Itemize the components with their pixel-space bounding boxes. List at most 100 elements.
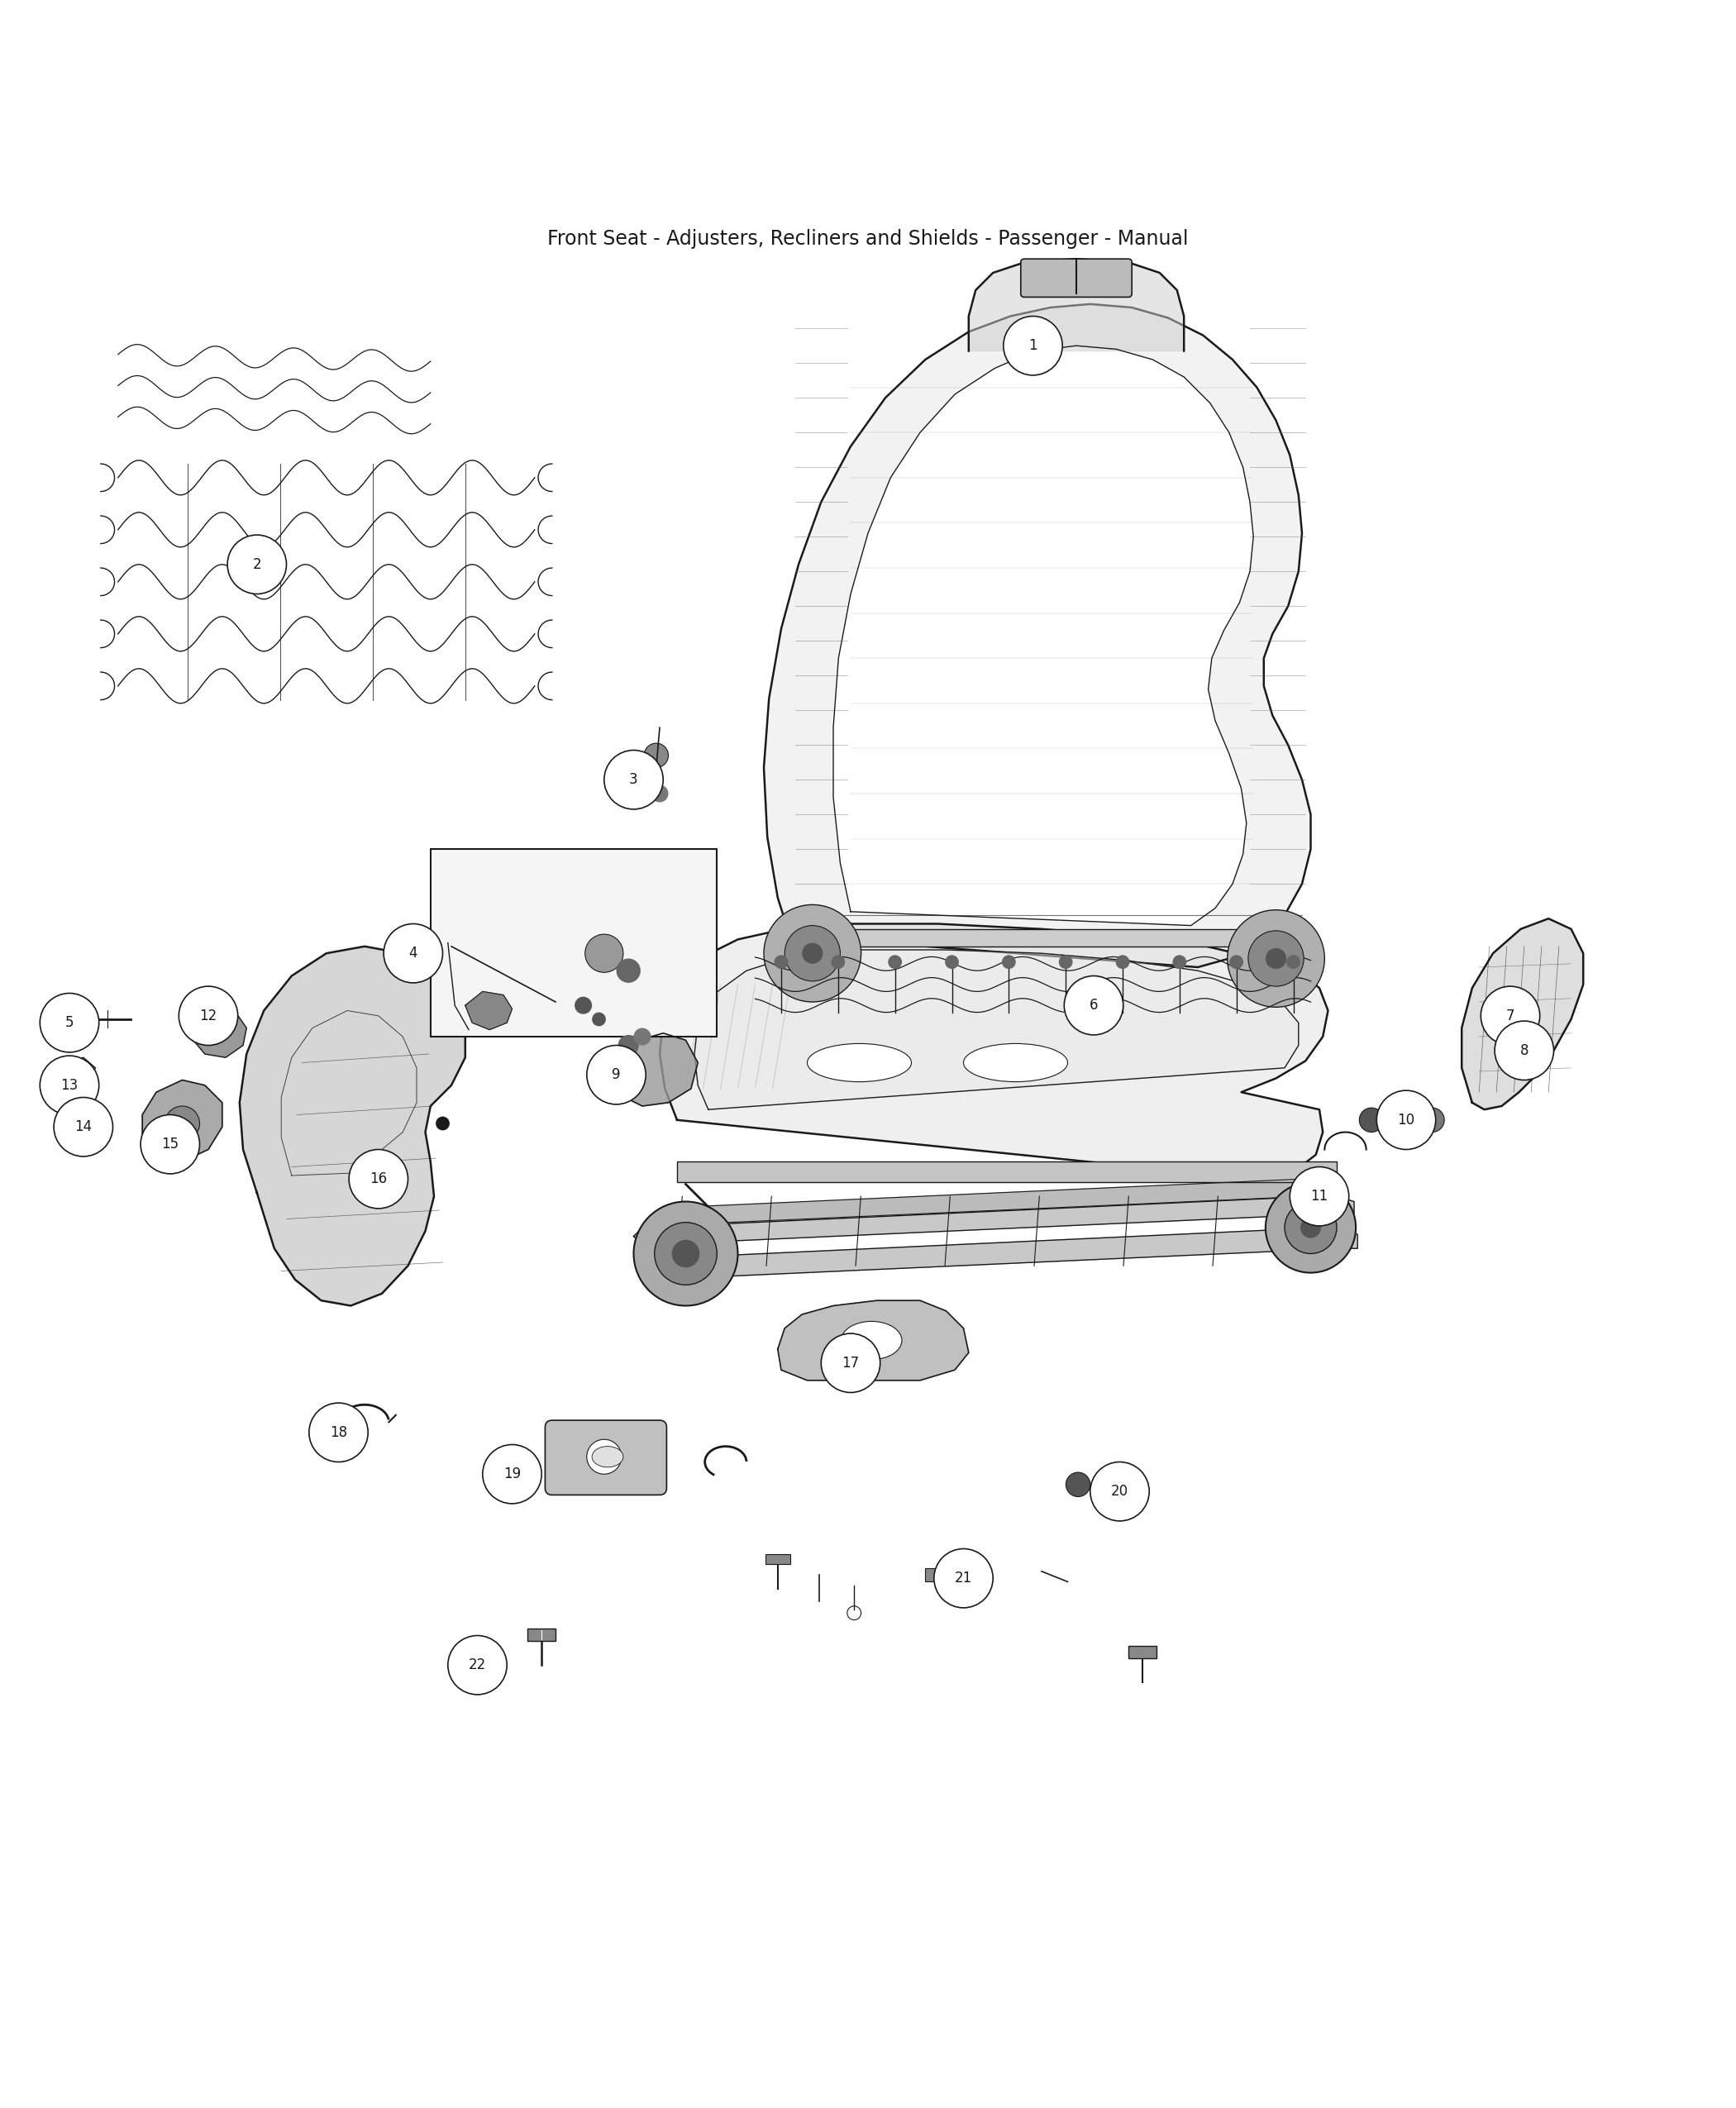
Circle shape xyxy=(672,1240,700,1267)
Text: 20: 20 xyxy=(1111,1484,1128,1499)
Circle shape xyxy=(1090,1463,1149,1522)
Circle shape xyxy=(208,1020,226,1039)
Circle shape xyxy=(1059,955,1073,970)
Circle shape xyxy=(1285,1202,1337,1254)
FancyBboxPatch shape xyxy=(677,1162,1337,1183)
Polygon shape xyxy=(778,1301,969,1381)
Text: 17: 17 xyxy=(842,1355,859,1370)
Circle shape xyxy=(54,1098,113,1157)
Ellipse shape xyxy=(963,1043,1068,1081)
Circle shape xyxy=(349,1149,408,1208)
Circle shape xyxy=(1003,316,1062,375)
Circle shape xyxy=(1248,932,1304,987)
Circle shape xyxy=(618,1035,639,1056)
Circle shape xyxy=(604,750,663,809)
Circle shape xyxy=(1495,1020,1554,1079)
Circle shape xyxy=(1359,1109,1384,1132)
Circle shape xyxy=(592,1012,606,1027)
Polygon shape xyxy=(833,346,1253,925)
FancyBboxPatch shape xyxy=(1021,259,1132,297)
Text: 16: 16 xyxy=(370,1172,387,1187)
FancyBboxPatch shape xyxy=(528,1629,556,1640)
Circle shape xyxy=(1286,955,1300,970)
Text: 8: 8 xyxy=(1521,1043,1528,1058)
Circle shape xyxy=(483,1444,542,1503)
Circle shape xyxy=(821,1334,880,1393)
Polygon shape xyxy=(660,923,1328,1178)
Text: 18: 18 xyxy=(330,1425,347,1440)
Text: 9: 9 xyxy=(611,1067,621,1081)
Text: 14: 14 xyxy=(75,1119,92,1134)
Text: 2: 2 xyxy=(252,557,262,571)
Circle shape xyxy=(587,1440,621,1473)
Text: 1: 1 xyxy=(1028,337,1038,354)
Circle shape xyxy=(654,1223,717,1286)
Circle shape xyxy=(1066,1471,1090,1497)
Circle shape xyxy=(785,925,840,980)
Circle shape xyxy=(448,1636,507,1695)
Polygon shape xyxy=(465,991,512,1029)
Text: 5: 5 xyxy=(66,1016,73,1031)
Polygon shape xyxy=(142,1079,222,1168)
Text: 21: 21 xyxy=(955,1570,972,1585)
Ellipse shape xyxy=(842,1322,903,1360)
Circle shape xyxy=(1116,955,1130,970)
Circle shape xyxy=(1290,1168,1349,1227)
Circle shape xyxy=(889,955,903,970)
Circle shape xyxy=(634,1029,651,1046)
Circle shape xyxy=(40,993,99,1052)
Polygon shape xyxy=(616,1033,698,1107)
Circle shape xyxy=(575,997,592,1014)
Circle shape xyxy=(1420,1109,1444,1132)
Circle shape xyxy=(616,959,641,982)
Circle shape xyxy=(71,1008,95,1031)
Polygon shape xyxy=(187,1006,247,1058)
Text: 19: 19 xyxy=(503,1467,521,1482)
Circle shape xyxy=(40,1056,99,1115)
Polygon shape xyxy=(694,951,1299,1109)
Circle shape xyxy=(141,1115,200,1174)
FancyBboxPatch shape xyxy=(1128,1646,1156,1659)
FancyBboxPatch shape xyxy=(431,850,717,1037)
Circle shape xyxy=(1227,911,1325,1008)
Circle shape xyxy=(644,744,668,767)
Circle shape xyxy=(651,784,668,803)
Circle shape xyxy=(1377,1090,1436,1149)
Circle shape xyxy=(1300,1216,1321,1237)
Circle shape xyxy=(764,904,861,1001)
Text: 3: 3 xyxy=(628,772,639,786)
Circle shape xyxy=(1481,987,1540,1046)
FancyBboxPatch shape xyxy=(766,1554,790,1564)
Text: 7: 7 xyxy=(1507,1008,1514,1022)
Ellipse shape xyxy=(592,1446,623,1467)
Polygon shape xyxy=(66,1058,95,1086)
FancyBboxPatch shape xyxy=(925,1568,939,1581)
Circle shape xyxy=(585,934,623,972)
Circle shape xyxy=(1266,949,1286,970)
Circle shape xyxy=(1229,955,1243,970)
Text: Front Seat - Adjusters, Recliners and Shields - Passenger - Manual: Front Seat - Adjusters, Recliners and Sh… xyxy=(547,230,1189,249)
Text: 10: 10 xyxy=(1397,1113,1415,1128)
Ellipse shape xyxy=(807,1043,911,1081)
Circle shape xyxy=(587,1046,646,1105)
FancyBboxPatch shape xyxy=(545,1421,667,1495)
Text: 12: 12 xyxy=(200,1008,217,1022)
Circle shape xyxy=(934,1549,993,1608)
Circle shape xyxy=(1516,1041,1533,1058)
Circle shape xyxy=(832,955,845,970)
Circle shape xyxy=(944,955,958,970)
Polygon shape xyxy=(642,1227,1358,1280)
Polygon shape xyxy=(634,1197,1354,1246)
Polygon shape xyxy=(764,304,1311,968)
Text: 11: 11 xyxy=(1311,1189,1328,1204)
FancyBboxPatch shape xyxy=(812,930,1276,946)
Text: 22: 22 xyxy=(469,1657,486,1672)
Polygon shape xyxy=(969,259,1184,350)
Circle shape xyxy=(309,1404,368,1463)
Circle shape xyxy=(384,923,443,982)
Circle shape xyxy=(802,942,823,963)
Circle shape xyxy=(436,1117,450,1130)
Circle shape xyxy=(1064,976,1123,1035)
Text: 6: 6 xyxy=(1090,997,1097,1012)
Circle shape xyxy=(774,955,788,970)
